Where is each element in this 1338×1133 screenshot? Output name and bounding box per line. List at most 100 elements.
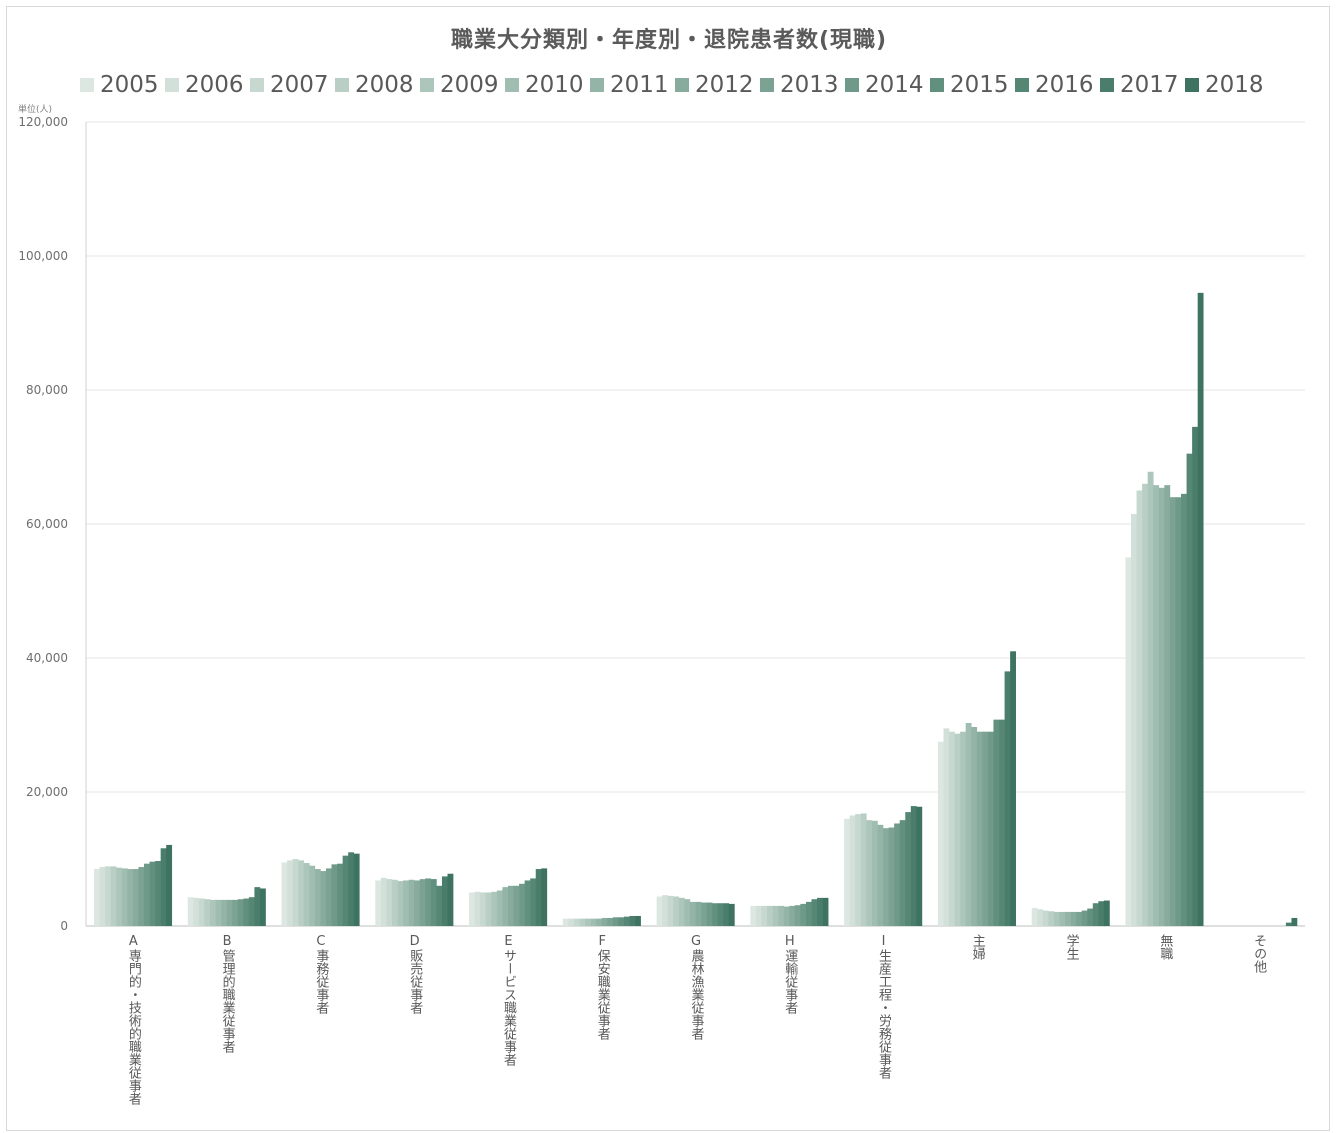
- legend-swatch: [1015, 78, 1029, 92]
- bar: [860, 813, 867, 926]
- bar: [706, 902, 713, 926]
- bar: [204, 899, 211, 926]
- bar: [447, 873, 454, 926]
- legend-item: 2017: [1100, 70, 1179, 100]
- bar: [496, 890, 503, 926]
- bar: [855, 814, 862, 926]
- legend-label: 2006: [185, 72, 244, 98]
- bar: [695, 901, 702, 926]
- chart-frame: [6, 6, 1330, 1131]
- legend-item: 2007: [250, 70, 329, 100]
- bar: [198, 898, 205, 926]
- bar: [1048, 911, 1055, 926]
- bar: [1004, 671, 1011, 926]
- bar: [209, 899, 216, 926]
- legend-swatch: [250, 78, 264, 92]
- y-tick-label: 100,000: [18, 249, 68, 263]
- bar: [601, 917, 608, 926]
- bar: [325, 868, 332, 926]
- bar: [817, 897, 823, 926]
- bar: [337, 863, 343, 926]
- bar: [1092, 903, 1099, 926]
- bar: [712, 903, 719, 926]
- chart-title: 職業大分類別・年度別・退院患者数(現職): [450, 28, 888, 53]
- bar: [1053, 911, 1060, 926]
- bar: [441, 876, 448, 926]
- chart-legend: 2005 2006 2007 2008 2009 2010 2011 2012 2013 2014…: [80, 70, 1300, 100]
- bar: [1070, 911, 1077, 926]
- x-category-label: 無職: [1157, 934, 1173, 960]
- bar: [474, 891, 481, 926]
- bar: [187, 897, 194, 926]
- bar: [811, 899, 818, 926]
- bar: [767, 905, 773, 926]
- bar: [701, 902, 707, 926]
- bar: [386, 879, 393, 926]
- bar: [502, 887, 509, 926]
- bar: [789, 905, 796, 926]
- legend-label: 2014: [865, 72, 924, 98]
- legend-swatch: [335, 78, 349, 92]
- bar: [954, 733, 961, 926]
- bar: [883, 828, 889, 926]
- legend-swatch: [590, 78, 604, 92]
- legend-swatch: [845, 78, 859, 92]
- bar: [573, 918, 580, 926]
- y-tick-label: 60,000: [26, 517, 68, 531]
- bar: [138, 867, 145, 926]
- bar: [590, 918, 597, 926]
- bar: [1186, 453, 1193, 926]
- legend-swatch: [675, 78, 689, 92]
- x-category-label: C事務従事者: [313, 934, 329, 1014]
- legend-label: 2015: [950, 72, 1009, 98]
- bar: [132, 869, 139, 926]
- bar: [160, 848, 167, 926]
- bar: [314, 869, 321, 926]
- legend-item: 2012: [675, 70, 754, 100]
- bar: [309, 865, 316, 926]
- bar: [905, 812, 912, 926]
- bar: [778, 905, 785, 926]
- bar: [1131, 513, 1137, 926]
- bar: [894, 823, 900, 926]
- bar: [579, 918, 586, 926]
- bar: [254, 887, 261, 926]
- bar: [888, 827, 895, 926]
- bar: [436, 885, 443, 926]
- bar: [237, 899, 244, 926]
- bar: [794, 905, 801, 926]
- bar: [723, 903, 730, 926]
- bar: [976, 731, 983, 926]
- bar: [425, 878, 432, 926]
- legend-item: 2018: [1185, 70, 1264, 100]
- bar: [1164, 485, 1171, 926]
- bar: [215, 899, 222, 926]
- bar: [805, 901, 812, 926]
- bar: [1285, 922, 1292, 926]
- legend-label: 2011: [610, 72, 669, 98]
- legend-swatch: [1185, 78, 1199, 92]
- bar: [110, 866, 117, 926]
- bar: [728, 903, 735, 926]
- legend-label: 2008: [355, 72, 414, 98]
- x-category-label: 主婦: [969, 934, 985, 960]
- x-category-label: 学生: [1063, 934, 1079, 960]
- bar: [342, 855, 349, 926]
- bar: [380, 877, 387, 926]
- bar: [761, 905, 768, 926]
- legend-swatch: [165, 78, 179, 92]
- bar: [673, 896, 680, 926]
- legend-label: 2009: [440, 72, 499, 98]
- bar: [568, 918, 575, 926]
- bar: [149, 861, 156, 926]
- bar: [1098, 901, 1105, 926]
- bar: [949, 731, 955, 926]
- bar: [783, 906, 790, 926]
- bar: [678, 897, 685, 926]
- x-category-label: D販売従事者: [407, 934, 423, 1014]
- bar: [937, 741, 944, 926]
- bar: [1081, 910, 1088, 926]
- x-category-label: B管理的職業従事者: [219, 934, 235, 1053]
- bar: [127, 869, 134, 926]
- bar: [772, 905, 779, 926]
